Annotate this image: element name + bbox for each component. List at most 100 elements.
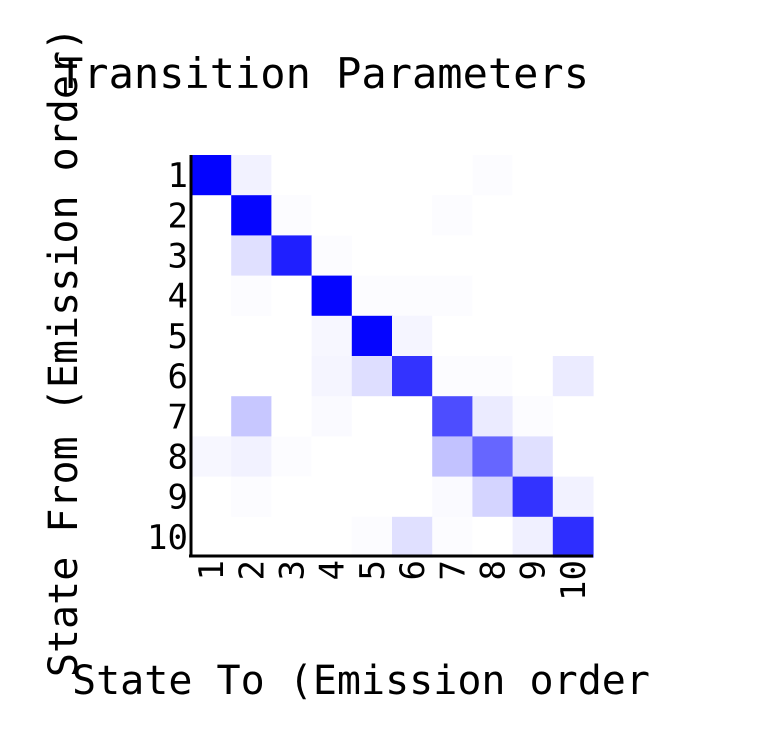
heatmap-cell-2-1 — [191, 195, 232, 236]
heatmap-cell-4-4 — [311, 275, 353, 317]
heatmap-cell-4-7 — [432, 275, 473, 317]
y-tick-label: 2 — [168, 196, 188, 236]
heatmap-cell-6-6 — [392, 356, 433, 397]
heatmap-cell-6-8 — [472, 356, 514, 397]
heatmap-cell-5-10 — [552, 315, 594, 357]
y-tick-label: 6 — [168, 357, 188, 397]
heatmap-cell-4-1 — [191, 275, 232, 317]
heatmap-cell-8-9 — [512, 436, 554, 478]
x-tick-label: 1 — [192, 560, 232, 580]
x-tick-label: 8 — [474, 560, 514, 580]
heatmap-cell-3-7 — [432, 235, 473, 277]
y-tick-label: 4 — [168, 277, 188, 317]
heatmap-cell-3-9 — [512, 235, 554, 277]
x-tick-label: 5 — [353, 560, 393, 580]
heatmap-cell-9-2 — [231, 476, 272, 518]
x-tick-label: 3 — [273, 560, 313, 580]
heatmap-cell-4-5 — [351, 275, 393, 317]
heatmap-cell-10-9 — [512, 516, 554, 558]
y-axis-label: State From (Emission order) — [41, 27, 87, 677]
heatmap-cell-8-4 — [311, 436, 353, 478]
x-tick-labels: 1 2 3 4 5 6 7 8 9 10 — [192, 560, 594, 601]
heatmap-cell-1-5 — [351, 155, 393, 196]
heatmap-cell-3-3 — [271, 235, 313, 277]
heatmap-cell-9-9 — [512, 476, 554, 518]
x-tick-label: 4 — [313, 560, 353, 580]
heatmap-cell-2-3 — [271, 195, 313, 236]
heatmap-cells — [191, 155, 594, 558]
heatmap-cell-7-2 — [231, 396, 272, 437]
heatmap-cell-2-5 — [351, 195, 393, 236]
heatmap-cell-4-3 — [271, 275, 313, 317]
heatmap-cell-6-3 — [271, 356, 313, 397]
heatmap-cell-2-6 — [392, 195, 433, 236]
heatmap-cell-3-5 — [351, 235, 393, 277]
heatmap-cell-5-6 — [392, 315, 433, 357]
heatmap-cell-2-7 — [432, 195, 473, 236]
heatmap-cell-1-6 — [392, 155, 433, 196]
heatmap-cell-7-9 — [512, 396, 554, 437]
x-tick-label: 7 — [433, 560, 473, 580]
heatmap-cell-3-4 — [311, 235, 353, 277]
x-tick-label: 10 — [554, 560, 594, 601]
heatmap-cell-6-10 — [552, 356, 594, 397]
heatmap-cell-8-2 — [231, 436, 272, 478]
heatmap-cell-3-8 — [472, 235, 514, 277]
heatmap-cell-8-5 — [351, 436, 393, 478]
heatmap-cell-10-3 — [271, 516, 313, 558]
chart-title: Transition Parameters — [58, 49, 589, 98]
heatmap-cell-5-9 — [512, 315, 554, 357]
heatmap-cell-6-1 — [191, 356, 232, 397]
heatmap-cell-5-3 — [271, 315, 313, 357]
heatmap-cell-4-8 — [472, 275, 514, 317]
x-axis-label: State To (Emission order — [72, 658, 650, 704]
heatmap-cell-1-8 — [472, 155, 514, 196]
heatmap-cell-10-6 — [392, 516, 433, 558]
heatmap-cell-2-10 — [552, 195, 594, 236]
heatmap-cell-10-1 — [191, 516, 232, 558]
heatmap-cell-1-9 — [512, 155, 554, 196]
y-tick-label: 5 — [168, 317, 188, 357]
heatmap-cell-7-10 — [552, 396, 594, 437]
heatmap-cell-7-3 — [271, 396, 313, 437]
heatmap-cell-3-1 — [191, 235, 232, 277]
heatmap-cell-5-4 — [311, 315, 353, 357]
x-tick-label: 6 — [393, 560, 433, 580]
heatmap-cell-10-7 — [432, 516, 473, 558]
heatmap-cell-8-3 — [271, 436, 313, 478]
y-tick-label: 3 — [168, 237, 188, 277]
heatmap-cell-6-9 — [512, 356, 554, 397]
heatmap-cell-10-10 — [552, 516, 594, 558]
heatmap-cell-5-2 — [231, 315, 272, 357]
heatmap-cell-7-7 — [432, 396, 473, 437]
heatmap-cell-9-4 — [311, 476, 353, 518]
heatmap-cell-9-10 — [552, 476, 594, 518]
heatmap-cell-2-2 — [231, 195, 272, 236]
heatmap-cell-3-2 — [231, 235, 272, 277]
heatmap-cell-7-8 — [472, 396, 514, 437]
heatmap-cell-4-10 — [552, 275, 594, 317]
x-tick-label: 9 — [514, 560, 554, 580]
heatmap-cell-5-8 — [472, 315, 514, 357]
heatmap-cell-6-2 — [231, 356, 272, 397]
heatmap-cell-5-5 — [351, 315, 393, 357]
heatmap-cell-1-7 — [432, 155, 473, 196]
heatmap-cell-10-5 — [351, 516, 393, 558]
heatmap-cell-7-6 — [392, 396, 433, 437]
heatmap-cell-4-2 — [231, 275, 272, 317]
heatmap-cell-5-1 — [191, 315, 232, 357]
heatmap-cell-7-1 — [191, 396, 232, 437]
heatmap-cell-3-6 — [392, 235, 433, 277]
heatmap-cell-7-4 — [311, 396, 353, 437]
heatmap-cell-3-10 — [552, 235, 594, 277]
y-tick-label: 9 — [168, 478, 188, 518]
heatmap-cell-2-8 — [472, 195, 514, 236]
heatmap-cell-6-4 — [311, 356, 353, 397]
heatmap-cell-10-4 — [311, 516, 353, 558]
heatmap-cell-6-7 — [432, 356, 473, 397]
y-tick-label: 1 — [168, 156, 188, 196]
heatmap-cell-8-1 — [191, 436, 232, 478]
heatmap-cell-9-1 — [191, 476, 232, 518]
